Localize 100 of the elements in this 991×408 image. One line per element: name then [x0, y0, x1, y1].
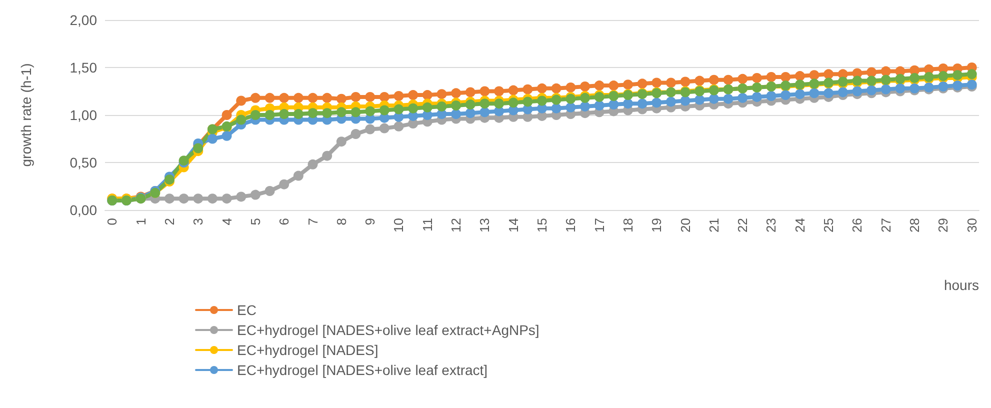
point: [250, 92, 260, 103]
point: [680, 76, 690, 87]
point: [236, 192, 246, 202]
point: [207, 194, 218, 204]
point: [824, 69, 834, 80]
point: [866, 67, 877, 78]
x-tick-label: 3: [190, 218, 206, 226]
x-tick-label: 26: [850, 218, 865, 232]
point: [222, 194, 232, 204]
point: [522, 84, 533, 94]
point: [637, 78, 648, 89]
point: [809, 70, 820, 80]
x-tick-label: 25: [821, 218, 836, 232]
y-tick-label: 0,50: [70, 154, 98, 170]
point: [766, 72, 776, 82]
point: [580, 82, 590, 92]
point: [308, 92, 318, 103]
point: [394, 121, 404, 132]
point: [738, 74, 748, 84]
point: [293, 170, 304, 181]
point: [780, 72, 791, 82]
point: [365, 92, 376, 102]
x-tick-label: 0: [104, 218, 120, 226]
point: [794, 71, 805, 82]
point: [236, 96, 246, 106]
legend-label: EC: [237, 302, 256, 318]
point: [365, 124, 376, 134]
x-tick-label: 6: [276, 218, 292, 226]
point: [250, 190, 260, 200]
point: [566, 82, 576, 92]
x-tick-label: 14: [506, 218, 521, 232]
point: [508, 85, 518, 96]
x-tick-label: 8: [334, 218, 349, 226]
y-axis-title: growth rate (h-1): [18, 63, 34, 167]
x-tick-label: 1: [133, 218, 148, 226]
x-tick-label: 13: [477, 218, 492, 232]
point: [408, 90, 418, 100]
point: [322, 92, 332, 103]
x-tick-label: 30: [964, 218, 980, 232]
x-tick-label: 2: [162, 218, 177, 226]
point: [480, 86, 490, 96]
point: [379, 123, 390, 134]
y-tick-label: 1,50: [70, 60, 98, 76]
x-axis-title: hours: [944, 277, 979, 293]
point: [694, 76, 705, 86]
x-tick-label: 12: [448, 218, 464, 232]
x-tick-label: 4: [219, 218, 234, 226]
x-tick-label: 27: [878, 218, 894, 232]
x-tick-label: 24: [792, 218, 808, 232]
point: [193, 194, 204, 204]
x-tick-label: 5: [248, 218, 263, 226]
legend-label: EC+hydrogel [NADES]: [237, 342, 378, 358]
point: [622, 80, 633, 90]
point: [336, 94, 346, 104]
legend-label: EC+hydrogel [NADES+olive leaf extract]: [237, 362, 488, 378]
point: [178, 194, 189, 204]
x-tick-label: 28: [907, 218, 922, 232]
x-tick-label: 29: [936, 218, 951, 232]
x-tick-label: 21: [706, 218, 722, 232]
x-tick-label: 9: [362, 218, 378, 226]
legend-label: EC+hydrogel [NADES+olive leaf extract+AgNPs]: [237, 322, 540, 338]
point: [350, 129, 361, 139]
point: [293, 92, 304, 103]
x-tick-label: 11: [420, 218, 435, 232]
point: [537, 83, 547, 94]
point: [451, 88, 462, 98]
point: [494, 86, 504, 96]
x-tick-label: 23: [764, 218, 779, 232]
point: [279, 92, 290, 103]
x-tick-label: 16: [563, 218, 578, 232]
point: [594, 80, 604, 91]
point: [336, 136, 346, 147]
x-tick-label: 19: [649, 218, 664, 232]
point: [322, 150, 332, 161]
x-tick-label: 18: [620, 218, 636, 232]
x-tick-label: 7: [305, 218, 320, 226]
x-tick-label: 22: [735, 218, 750, 232]
y-tick-label: 1,00: [70, 107, 98, 123]
point: [551, 83, 562, 94]
point: [723, 74, 734, 85]
point: [752, 72, 762, 83]
point: [350, 92, 361, 102]
point: [708, 74, 719, 85]
point: [608, 80, 619, 91]
point: [652, 78, 662, 88]
point: [880, 66, 891, 76]
point: [394, 91, 404, 101]
y-tick-label: 2,00: [70, 12, 98, 28]
point: [279, 179, 290, 190]
point: [436, 89, 447, 100]
x-tick-label: 15: [534, 218, 550, 232]
x-tick-label: 10: [391, 218, 406, 232]
x-tick-label: 17: [592, 218, 607, 232]
point: [379, 92, 390, 102]
point: [264, 186, 275, 196]
point: [465, 87, 476, 98]
point: [264, 92, 275, 103]
point: [222, 110, 232, 120]
x-tick-label: 20: [678, 218, 693, 232]
y-tick-label: 0,00: [70, 202, 98, 218]
